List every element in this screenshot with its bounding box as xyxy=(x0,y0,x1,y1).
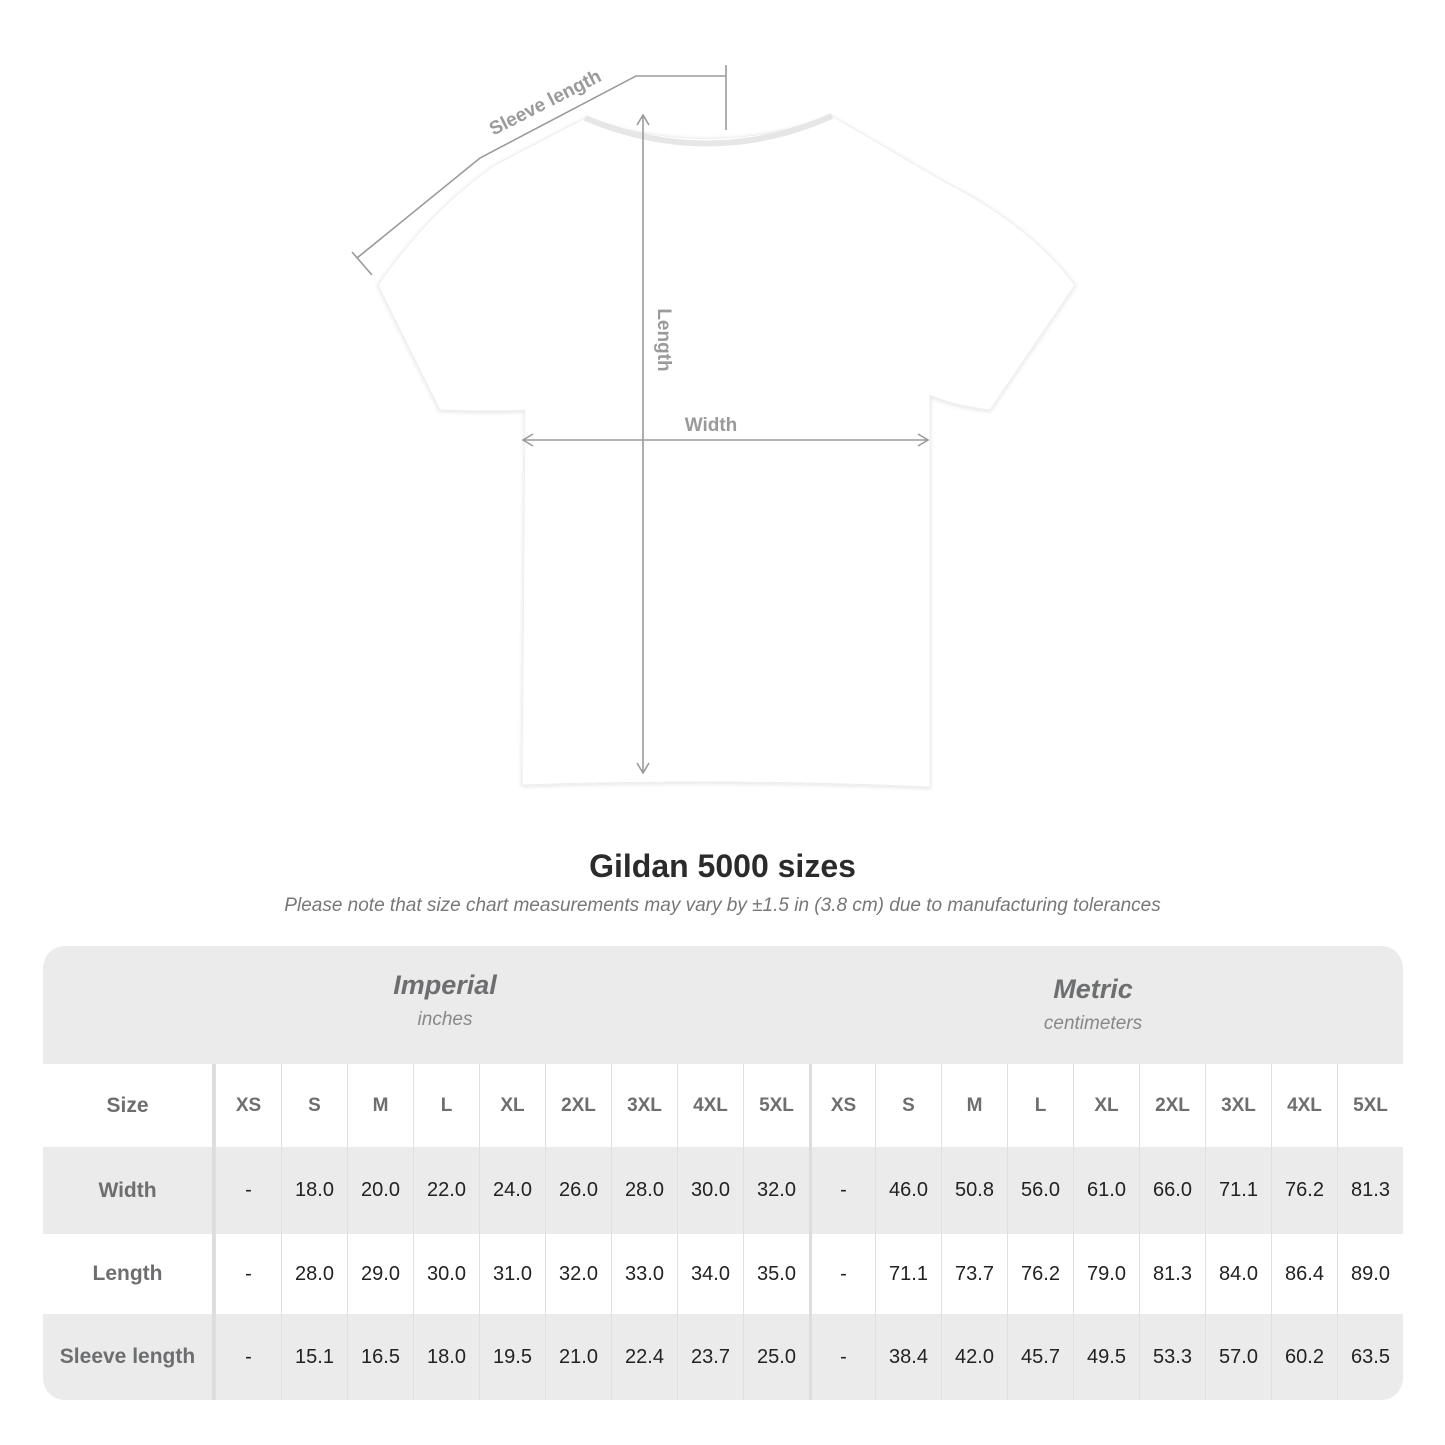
metric-size-3XL: 3XL xyxy=(1205,1064,1271,1147)
width-arrow-right xyxy=(917,433,930,447)
imperial-value: - xyxy=(215,1234,281,1314)
row-label: Width xyxy=(43,1147,215,1234)
width-label: Width xyxy=(685,415,738,436)
metric-value: - xyxy=(809,1147,875,1234)
imperial-label: Imperial xyxy=(393,970,497,1000)
imperial-value: 32.0 xyxy=(545,1234,611,1314)
metric-value: 76.2 xyxy=(1271,1147,1337,1234)
imperial-size-S: S xyxy=(281,1064,347,1147)
imperial-value: 30.0 xyxy=(677,1147,743,1234)
metric-label: Metric xyxy=(1053,974,1133,1004)
imperial-size-XL: XL xyxy=(479,1064,545,1147)
table-row: Sleeve length -15.1 16.5 18.0 19.5 21.0 22.4 23… xyxy=(43,1314,1403,1400)
metric-value: 71.1 xyxy=(1205,1147,1271,1234)
imperial-size-XS: XS xyxy=(215,1064,281,1147)
metric-value: 89.0 xyxy=(1337,1234,1403,1314)
imperial-value: 35.0 xyxy=(743,1234,809,1314)
table-header-row: Size XS S M L XL 2XL 3XL 4XL 5XL XS S M L XL 2XL 3XL 4XL 5… xyxy=(43,1064,1403,1147)
imperial-value: 26.0 xyxy=(545,1147,611,1234)
imperial-value: 28.0 xyxy=(281,1234,347,1314)
imperial-value: 21.0 xyxy=(545,1314,611,1400)
metric-value: 46.0 xyxy=(875,1147,941,1234)
metric-value: 81.3 xyxy=(1139,1234,1205,1314)
imperial-value: 19.5 xyxy=(479,1314,545,1400)
imperial-size-3XL: 3XL xyxy=(611,1064,677,1147)
imperial-value: 18.0 xyxy=(281,1147,347,1234)
imperial-value: 16.5 xyxy=(347,1314,413,1400)
imperial-value: 34.0 xyxy=(677,1234,743,1314)
length-arrow-bottom xyxy=(636,762,650,775)
sleeve-line xyxy=(356,75,726,259)
metric-header: Metric centimeters xyxy=(863,974,1323,1092)
row-label: Length xyxy=(43,1234,215,1314)
metric-value: 45.7 xyxy=(1007,1314,1073,1400)
imperial-value: 22.4 xyxy=(611,1314,677,1400)
metric-size-S: S xyxy=(875,1064,941,1147)
metric-value: 60.2 xyxy=(1271,1314,1337,1400)
imperial-value: 29.0 xyxy=(347,1234,413,1314)
metric-size-XL: XL xyxy=(1073,1064,1139,1147)
imperial-value: 30.0 xyxy=(413,1234,479,1314)
size-header: Size xyxy=(43,1064,215,1147)
metric-size-5XL: 5XL xyxy=(1337,1064,1403,1147)
imperial-value: 31.0 xyxy=(479,1234,545,1314)
metric-value: 53.3 xyxy=(1139,1314,1205,1400)
metric-value: 81.3 xyxy=(1337,1147,1403,1234)
imperial-size-L: L xyxy=(413,1064,479,1147)
imperial-size-2XL: 2XL xyxy=(545,1064,611,1147)
metric-size-M: M xyxy=(941,1064,1007,1147)
imperial-size-M: M xyxy=(347,1064,413,1147)
imperial-value: - xyxy=(215,1147,281,1234)
metric-value: 79.0 xyxy=(1073,1234,1139,1314)
metric-value: 61.0 xyxy=(1073,1147,1139,1234)
metric-value: - xyxy=(809,1234,875,1314)
metric-value: 50.8 xyxy=(941,1147,1007,1234)
metric-value: 76.2 xyxy=(1007,1234,1073,1314)
imperial-value: 15.1 xyxy=(281,1314,347,1400)
metric-size-4XL: 4XL xyxy=(1271,1064,1337,1147)
imperial-value: 32.0 xyxy=(743,1147,809,1234)
imperial-value: - xyxy=(215,1314,281,1400)
imperial-header: Imperial inches xyxy=(215,970,675,1088)
metric-unit: centimeters xyxy=(1043,1013,1143,1034)
metric-value: 49.5 xyxy=(1073,1314,1139,1400)
metric-value: 42.0 xyxy=(941,1314,1007,1400)
metric-size-L: L xyxy=(1007,1064,1073,1147)
imperial-value: 28.0 xyxy=(611,1147,677,1234)
imperial-value: 25.0 xyxy=(743,1314,809,1400)
metric-value: 63.5 xyxy=(1337,1314,1403,1400)
metric-value: 57.0 xyxy=(1205,1314,1271,1400)
tshirt-diagram: Sleeve length Length Width xyxy=(351,65,1076,788)
metric-value: 66.0 xyxy=(1139,1147,1205,1234)
metric-value: 86.4 xyxy=(1271,1234,1337,1314)
metric-value: - xyxy=(809,1314,875,1400)
imperial-unit: inches xyxy=(417,1009,473,1030)
imperial-value: 23.7 xyxy=(677,1314,743,1400)
collar xyxy=(583,113,834,147)
imperial-value: 24.0 xyxy=(479,1147,545,1234)
metric-size-2XL: 2XL xyxy=(1139,1064,1205,1147)
imperial-value: 20.0 xyxy=(347,1147,413,1234)
metric-value: 71.1 xyxy=(875,1234,941,1314)
table-row: Length -28.0 29.0 30.0 31.0 32.0 33.0 34.0 35.0-… xyxy=(43,1234,1403,1314)
imperial-value: 18.0 xyxy=(413,1314,479,1400)
metric-size-XS: XS xyxy=(809,1064,875,1147)
tshirt-shape xyxy=(377,115,1076,788)
length-arrow-top xyxy=(636,113,650,126)
metric-value: 73.7 xyxy=(941,1234,1007,1314)
imperial-size-4XL: 4XL xyxy=(677,1064,743,1147)
width-arrow-left xyxy=(521,433,534,447)
imperial-value: 22.0 xyxy=(413,1147,479,1234)
tolerance-note: Please note that size chart measurements… xyxy=(284,895,1161,916)
length-label: Length xyxy=(653,308,674,371)
metric-value: 56.0 xyxy=(1007,1147,1073,1234)
imperial-size-5XL: 5XL xyxy=(743,1064,809,1147)
imperial-value: 33.0 xyxy=(611,1234,677,1314)
metric-value: 38.4 xyxy=(875,1314,941,1400)
size-table: Imperial inches Metric centimeters Size X… xyxy=(43,946,1403,1400)
page-title: Gildan 5000 sizes xyxy=(589,848,856,884)
table-row: Width -18.0 20.0 22.0 24.0 26.0 28.0 30.0 32.0-4… xyxy=(43,1147,1403,1234)
row-label: Sleeve length xyxy=(43,1314,215,1400)
metric-value: 84.0 xyxy=(1205,1234,1271,1314)
